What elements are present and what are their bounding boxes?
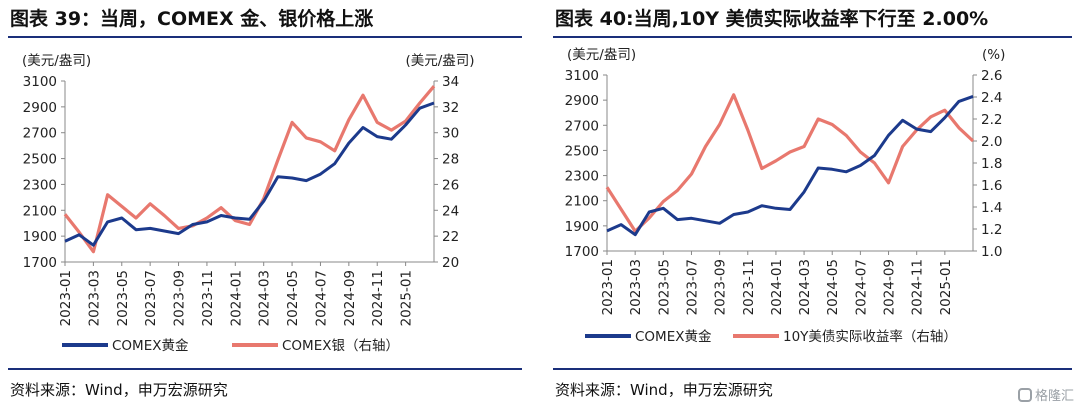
source-divider xyxy=(553,368,1072,370)
left-axis-unit: (美元/盎司) xyxy=(567,47,636,63)
right-tick-label: 22 xyxy=(442,229,459,245)
left-tick-label: 1700 xyxy=(565,244,599,260)
right-tick-label: 26 xyxy=(442,177,459,193)
right-axis-unit: (%) xyxy=(982,47,1005,63)
x-tick-label: 2023-09 xyxy=(172,270,188,326)
left-tick-label: 1700 xyxy=(23,255,57,271)
title-divider xyxy=(553,36,1072,38)
x-tick-label: 2024-11 xyxy=(910,259,926,315)
x-tick-label: 2023-03 xyxy=(86,270,102,326)
left-tick-label: 2900 xyxy=(23,100,57,116)
source-note: 资料来源：Wind，申万宏源研究 xyxy=(10,381,228,399)
x-tick-label: 2024-07 xyxy=(313,270,329,326)
right-tick-label: 1.8 xyxy=(981,156,1002,172)
gold-series-line xyxy=(606,94,974,237)
x-tick-label: 2023-03 xyxy=(628,259,644,315)
x-tick-label: 2023-11 xyxy=(741,259,757,315)
left-tick-label: 2900 xyxy=(565,93,599,109)
left-tick-label: 3100 xyxy=(565,68,599,84)
right-tick-label: 2.0 xyxy=(981,134,1002,150)
watermark: 格隆汇 xyxy=(1017,385,1074,404)
x-tick-label: 2025-01 xyxy=(399,270,415,326)
x-tick-label: 2023-05 xyxy=(656,259,672,315)
right-tick-label: 34 xyxy=(442,74,459,90)
left-tick-label: 2700 xyxy=(565,118,599,134)
gold-series-line xyxy=(64,101,435,247)
right-tick-label: 30 xyxy=(442,126,459,142)
x-tick-label: 2024-01 xyxy=(228,270,244,326)
source-divider xyxy=(8,368,522,370)
title-divider xyxy=(8,36,522,38)
x-tick-label: 2024-07 xyxy=(853,259,869,315)
secondary-series-line xyxy=(605,93,975,233)
gold-real-yield-chart: (美元/盎司) (%) 1700 1900 2100 2300 2500 2700 2900 31… xyxy=(565,47,1006,345)
right-tick-label: 2.4 xyxy=(981,90,1002,106)
right-tick-label: 2.6 xyxy=(981,68,1002,84)
right-tick-label: 1.6 xyxy=(981,178,1002,194)
right-tick-label: 28 xyxy=(442,152,459,168)
left-tick-label: 2300 xyxy=(565,169,599,185)
secondary-series-line xyxy=(63,85,436,254)
left-tick-label: 2700 xyxy=(23,126,57,142)
x-tick-label: 2025-01 xyxy=(938,259,954,315)
x-tick-label: 2023-09 xyxy=(713,259,729,315)
x-tick-label: 2023-05 xyxy=(115,270,131,326)
x-tick-label: 2024-03 xyxy=(257,270,273,326)
x-tick-label: 2024-05 xyxy=(285,270,301,326)
x-tick-label: 2024-09 xyxy=(882,259,898,315)
x-tick-label: 2023-07 xyxy=(684,259,700,315)
gold-silver-chart: (美元/盎司) (美元/盎司) 1700 1900 2100 2300 2500 2700 29… xyxy=(22,53,475,354)
x-tick-label: 2023-01 xyxy=(600,259,616,315)
x-tick-label: 2023-07 xyxy=(143,270,159,326)
left-axis-unit: (美元/盎司) xyxy=(22,53,91,69)
watermark-text: 格隆汇 xyxy=(1034,389,1074,404)
left-tick-label: 2500 xyxy=(23,152,57,168)
right-tick-label: 1.4 xyxy=(981,200,1002,216)
right-tick-label: 24 xyxy=(442,203,459,219)
chart-title: 图表 39：当周，COMEX 金、银价格上涨 xyxy=(10,8,374,30)
chart-title: 图表 40:当周,10Y 美债实际收益率下行至 2.00% xyxy=(555,8,989,30)
right-tick-label: 2.2 xyxy=(981,112,1002,128)
x-tick-label: 2024-05 xyxy=(825,259,841,315)
legend-label: COMEX银（右轴） xyxy=(282,338,399,354)
right-tick-label: 20 xyxy=(442,255,459,271)
x-tick-label: 2023-01 xyxy=(58,270,74,326)
legend-label: COMEX黄金 xyxy=(635,329,712,345)
right-chart-panel: 图表 40:当周,10Y 美债实际收益率下行至 2.00% (美元/盎司) (%)… xyxy=(545,0,1080,410)
x-tick-label: 2024-11 xyxy=(370,270,386,326)
watermark-logo-icon xyxy=(1017,387,1032,402)
left-tick-label: 1900 xyxy=(23,229,57,245)
legend-label: COMEX黄金 xyxy=(112,338,189,354)
left-tick-label: 2100 xyxy=(565,194,599,210)
left-tick-label: 1900 xyxy=(565,219,599,235)
x-tick-label: 2024-09 xyxy=(342,270,358,326)
right-tick-label: 1.0 xyxy=(981,244,1002,260)
right-tick-label: 32 xyxy=(442,100,459,116)
left-chart-panel: 图表 39：当周，COMEX 金、银价格上涨 (美元/盎司) (美元/盎司) 170… xyxy=(0,0,530,410)
left-tick-label: 2300 xyxy=(23,177,57,193)
x-tick-label: 2024-03 xyxy=(797,259,813,315)
right-axis-unit: (美元/盎司) xyxy=(405,53,474,69)
left-tick-label: 2100 xyxy=(23,203,57,219)
x-tick-label: 2023-11 xyxy=(200,270,216,326)
right-tick-label: 1.2 xyxy=(981,222,1002,238)
legend-label: 10Y美债实际收益率（右轴） xyxy=(783,328,957,345)
left-tick-label: 2500 xyxy=(565,143,599,159)
left-tick-label: 3100 xyxy=(23,74,57,90)
source-note: 资料来源：Wind，申万宏源研究 xyxy=(555,381,773,399)
x-tick-label: 2024-01 xyxy=(769,259,785,315)
